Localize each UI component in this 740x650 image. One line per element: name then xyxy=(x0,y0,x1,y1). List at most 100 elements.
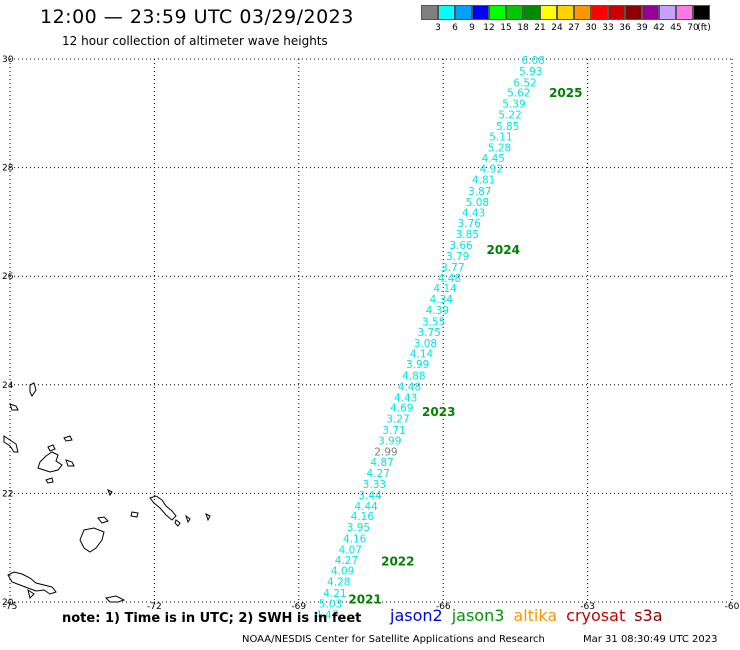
coastline xyxy=(3,435,19,453)
legend-swatch xyxy=(557,5,574,20)
coastline xyxy=(149,495,177,521)
lon-tick-label: -66 xyxy=(436,602,451,612)
legend-tick-label: 39 xyxy=(636,23,648,33)
coastline xyxy=(7,571,57,595)
swh-value-label: 4.27 xyxy=(367,468,390,480)
swh-value-label: 3.71 xyxy=(382,425,405,437)
coastline xyxy=(45,477,54,484)
swh-value-label: 4.81 xyxy=(472,175,495,187)
coastline xyxy=(205,513,211,522)
legend-swatch xyxy=(421,5,438,20)
swh-value-label: 4.16 xyxy=(343,533,367,545)
swh-value-label: 5.22 xyxy=(498,109,521,121)
swh-value-label: 3.85 xyxy=(456,229,479,241)
pass-time-label: 2021 xyxy=(348,592,381,606)
swh-value-label: 3.08 xyxy=(414,338,437,350)
legend-tick-label: 33 xyxy=(602,23,614,33)
swh-value-label: 5.11 xyxy=(489,132,512,144)
legend-unit: (ft) xyxy=(697,23,711,33)
coastline xyxy=(65,459,75,467)
swh-value-label: 4.28 xyxy=(327,576,350,588)
swh-value-label: 5.93 xyxy=(519,66,542,78)
mission-legend: jason2 jason3 altika cryosat s3a xyxy=(390,606,672,625)
coastline xyxy=(185,514,191,524)
swh-value-label: 4.87 xyxy=(370,457,393,469)
swh-value-label: 3.87 xyxy=(468,186,491,198)
mission-label: s3a xyxy=(634,606,663,625)
lat-tick-label: 24 xyxy=(2,381,14,391)
lat-tick-label: 28 xyxy=(2,164,14,174)
swh-value-label: 5.08 xyxy=(466,197,489,209)
map-subtitle: 12 hour collection of altimeter wave hei… xyxy=(62,34,328,48)
legend-tick-label: 45 xyxy=(670,23,682,33)
swh-value-label: 4.92 xyxy=(480,164,503,176)
coastline xyxy=(47,444,56,452)
legend-tick-label: 24 xyxy=(551,23,563,33)
legend-swatch xyxy=(676,5,693,20)
legend-tick-label: 6 xyxy=(452,23,458,33)
legend-tick-label: 70 xyxy=(687,23,699,33)
swh-value-label: 3.79 xyxy=(446,251,469,263)
swh-value-label: 4.14 xyxy=(410,348,434,360)
swh-value-label: 3.33 xyxy=(363,479,386,491)
swh-value-label: 4.39 xyxy=(426,305,449,317)
legend-tick-label: 9 xyxy=(469,23,475,33)
legend-swatch xyxy=(574,5,591,20)
swh-value-label: 2.99 xyxy=(374,447,397,459)
legend-tick-label: 21 xyxy=(534,23,546,33)
swh-value-label: 4.69 xyxy=(390,403,413,415)
lat-tick-label: 20 xyxy=(2,598,14,608)
lon-tick-label: -72 xyxy=(147,602,162,612)
map-title: 12:00 — 23:59 UTC 03/29/2023 xyxy=(40,6,354,28)
swh-value-label: 4.45 xyxy=(482,153,505,165)
swh-value-label: 4.43 xyxy=(394,392,417,404)
legend-swatch xyxy=(455,5,472,20)
swh-value-label: 5.85 xyxy=(496,121,519,133)
legend-tick-label: 12 xyxy=(483,23,495,33)
legend-swatch xyxy=(642,5,659,20)
legend-swatch xyxy=(608,5,625,20)
swh-value-label: 3.76 xyxy=(457,218,481,230)
legend-swatches xyxy=(421,5,710,20)
coastline xyxy=(107,488,113,497)
coastline xyxy=(79,527,105,553)
swh-value-label: 3.99 xyxy=(378,436,401,448)
legend-swatch xyxy=(659,5,676,20)
credit-text: NOAA/NESDIS Center for Satellite Applica… xyxy=(242,634,545,645)
lon-tick-label: -75 xyxy=(3,602,18,612)
coastline xyxy=(63,435,73,442)
swh-value-label: 3.75 xyxy=(418,327,441,339)
pass-time-label: 2025 xyxy=(549,86,582,100)
swh-value-label: 3.99 xyxy=(406,359,429,371)
swh-value-label: 4.48 xyxy=(398,381,421,393)
swh-value-label: 3.44 xyxy=(358,490,382,502)
mission-label: jason2 xyxy=(390,606,443,625)
swh-value-label: 3.66 xyxy=(449,240,473,252)
swh-value-label: 4.48 xyxy=(438,273,461,285)
lon-tick-label: -69 xyxy=(291,602,306,612)
pass-time-label: 2024 xyxy=(487,243,520,257)
coastline xyxy=(104,595,126,603)
legend-tick-label: 18 xyxy=(517,23,529,33)
swh-value-label: 4.43 xyxy=(462,208,485,220)
legend-swatch xyxy=(625,5,642,20)
swh-value-label: 4.88 xyxy=(402,371,425,383)
swh-value-label: 6.08 xyxy=(522,55,545,67)
mission-label: cryosat xyxy=(566,606,626,625)
swh-value-label: 4.47 xyxy=(315,609,338,621)
coastline xyxy=(37,451,63,473)
legend-swatch xyxy=(489,5,506,20)
swh-value-label: 4.27 xyxy=(335,555,358,567)
mission-label: jason3 xyxy=(451,606,505,625)
footer-note: note: 1) Time is in UTC; 2) SWH is in fe… xyxy=(62,611,362,626)
legend-tick-label: 42 xyxy=(653,23,665,33)
coastline xyxy=(130,511,139,518)
pass-time-label: 2022 xyxy=(381,554,414,568)
lat-tick-label: 30 xyxy=(2,55,14,65)
legend-tick-label: 27 xyxy=(568,23,580,33)
swh-value-label: 5.39 xyxy=(502,99,525,111)
pass-time-label: 2023 xyxy=(422,405,455,419)
mission-label: altika xyxy=(513,606,558,625)
swh-value-label: 3.55 xyxy=(422,316,445,328)
